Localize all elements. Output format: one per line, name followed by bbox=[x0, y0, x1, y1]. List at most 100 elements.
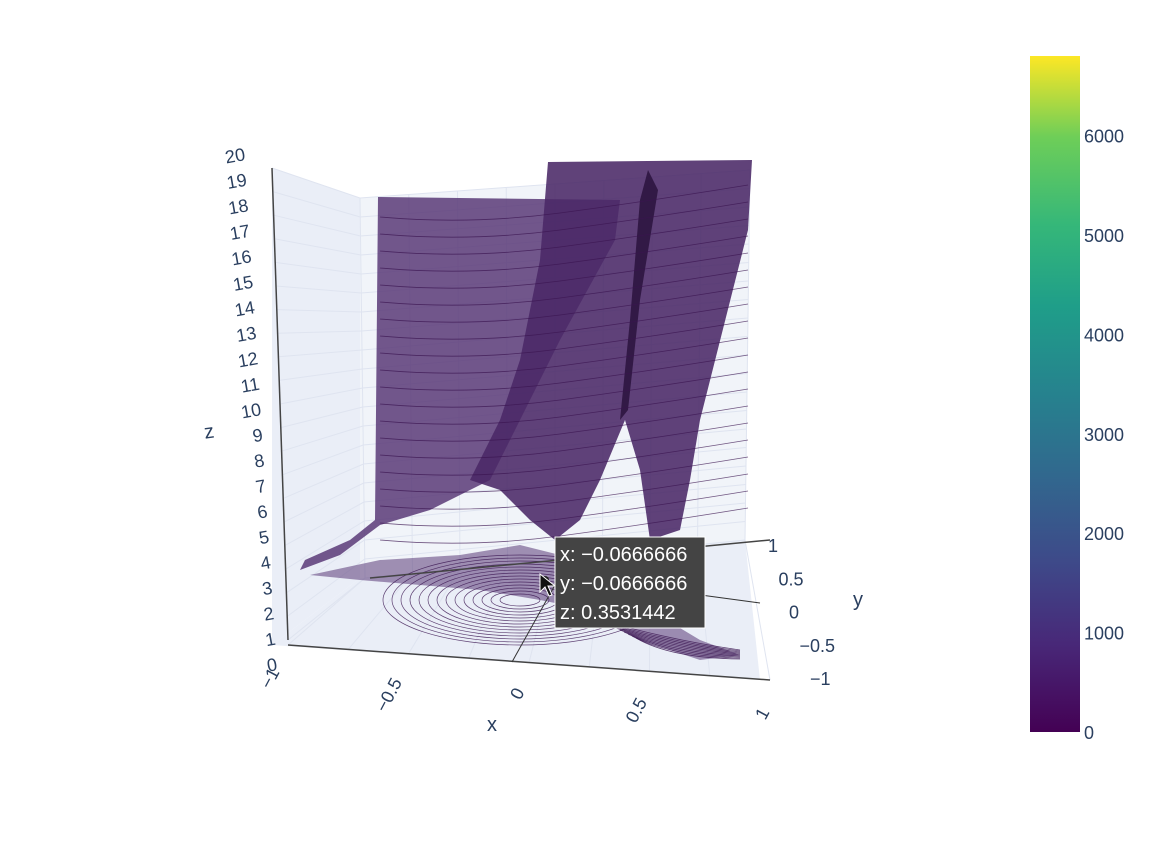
floor-contour bbox=[635, 637, 741, 660]
y-tick-label: −0.5 bbox=[800, 636, 836, 656]
gridline bbox=[278, 349, 363, 358]
colorbar-tick-label: 0 bbox=[1084, 723, 1094, 743]
z-tick-label: 17 bbox=[228, 221, 251, 244]
y-tick-label: 1 bbox=[768, 536, 778, 556]
colorbar-tick-label: 6000 bbox=[1084, 127, 1124, 147]
hover-tooltip: x: −0.0666666 y: −0.0666666 z: 0.3531442 bbox=[539, 536, 706, 629]
z-tick-label: 3 bbox=[261, 578, 274, 599]
surface-contours bbox=[379, 184, 749, 660]
y-tick-label: −1 bbox=[810, 669, 831, 689]
colorbar-tick-label: 5000 bbox=[1084, 226, 1124, 246]
surface-ridge bbox=[620, 170, 658, 420]
z-tick-label: 5 bbox=[257, 527, 270, 548]
contour-line bbox=[379, 456, 749, 493]
z-tick-label: 19 bbox=[225, 170, 248, 193]
x-tick-label: 0 bbox=[506, 684, 528, 702]
floor-contour bbox=[627, 633, 741, 658]
z-tick-label: 15 bbox=[231, 272, 254, 295]
gridline bbox=[273, 214, 361, 237]
colorbar-tick-label: 3000 bbox=[1084, 425, 1124, 445]
gridline bbox=[275, 261, 362, 275]
gridline bbox=[272, 191, 361, 218]
gridline bbox=[277, 330, 362, 334]
gridline bbox=[287, 577, 366, 641]
colorbar-ticks: 0 1000 2000 3000 4000 5000 6000 bbox=[1084, 127, 1124, 743]
surface-right-sheet bbox=[470, 160, 752, 540]
gridline bbox=[287, 577, 366, 646]
gridline bbox=[359, 197, 366, 579]
z-tick-label: 0 bbox=[265, 654, 278, 675]
gridline bbox=[271, 167, 361, 199]
z-tick-label: 12 bbox=[236, 348, 259, 371]
contour-line bbox=[379, 269, 749, 306]
y-tick-label: 0 bbox=[789, 603, 799, 623]
x-tick-label: 1 bbox=[751, 704, 773, 722]
contour-line bbox=[379, 201, 749, 238]
spike-line bbox=[511, 575, 561, 663]
z-tick-label: 2 bbox=[262, 603, 275, 624]
gridline bbox=[275, 285, 362, 294]
tooltip-z-line: z: 0.3531442 bbox=[560, 602, 676, 624]
gridline bbox=[744, 539, 771, 681]
gridline bbox=[286, 539, 365, 594]
contour-line bbox=[379, 184, 749, 221]
floor-contour bbox=[611, 625, 741, 654]
gridline bbox=[285, 520, 365, 570]
gridline bbox=[283, 463, 364, 499]
tooltip-y-line: y: −0.0666666 bbox=[560, 573, 687, 595]
contour-line bbox=[379, 507, 749, 544]
contour-line bbox=[379, 337, 749, 374]
gridline bbox=[279, 368, 363, 381]
z-tick-label: 9 bbox=[251, 425, 264, 446]
tooltip-box bbox=[554, 536, 706, 629]
z-tick-label: 8 bbox=[253, 450, 266, 471]
cursor-pointer-icon bbox=[539, 572, 557, 597]
z-tick-label: 1 bbox=[264, 629, 277, 650]
contour-line bbox=[379, 286, 749, 323]
y-axis-ticks: −1 −0.50 0.51 bbox=[768, 536, 835, 689]
x-axis-title: x bbox=[487, 714, 497, 736]
colorbar-tick-label: 1000 bbox=[1084, 624, 1124, 644]
contour-line bbox=[379, 405, 749, 442]
gridline bbox=[279, 387, 363, 405]
z-tick-label: 6 bbox=[256, 501, 269, 522]
contour-line bbox=[379, 303, 749, 340]
contour-line bbox=[379, 235, 749, 272]
x-axis-line bbox=[287, 644, 771, 681]
y-axis-title: y bbox=[853, 589, 863, 611]
gridline bbox=[276, 309, 362, 313]
contour-line bbox=[379, 371, 749, 408]
z-tick-label: 10 bbox=[239, 399, 262, 422]
floor-contour bbox=[623, 631, 741, 657]
tooltip-x-line: x: −0.0666666 bbox=[560, 544, 687, 566]
gridline bbox=[283, 482, 364, 523]
gridline bbox=[274, 238, 361, 256]
floor-contour bbox=[615, 627, 741, 655]
contour-line bbox=[379, 422, 749, 459]
floor-contour bbox=[490, 590, 550, 610]
gridline bbox=[282, 444, 364, 476]
gridline bbox=[284, 501, 365, 547]
z-tick-label: 18 bbox=[227, 195, 250, 218]
gridline bbox=[280, 406, 363, 429]
z-tick-label: 14 bbox=[233, 297, 256, 320]
gridline bbox=[347, 572, 413, 650]
y-tick-label: 0.5 bbox=[779, 569, 804, 589]
contour-line bbox=[379, 388, 749, 425]
contour-line bbox=[379, 439, 749, 476]
colorbar-tick-label: 2000 bbox=[1084, 524, 1124, 544]
z-axis-title: z bbox=[203, 420, 216, 443]
z-tick-label: 11 bbox=[239, 374, 261, 397]
x-tick-label: 0.5 bbox=[622, 694, 651, 725]
z-tick-label: 4 bbox=[259, 552, 272, 573]
floor-contour bbox=[499, 593, 541, 607]
contour-line bbox=[379, 490, 749, 527]
z-tick-label: 16 bbox=[230, 246, 253, 269]
contour-line bbox=[379, 218, 749, 255]
gridline bbox=[281, 425, 364, 452]
z-tick-label: 7 bbox=[254, 476, 267, 497]
contour-line bbox=[379, 320, 749, 357]
x-tick-label: −0.5 bbox=[372, 674, 406, 715]
z-tick-label: 13 bbox=[235, 323, 258, 346]
